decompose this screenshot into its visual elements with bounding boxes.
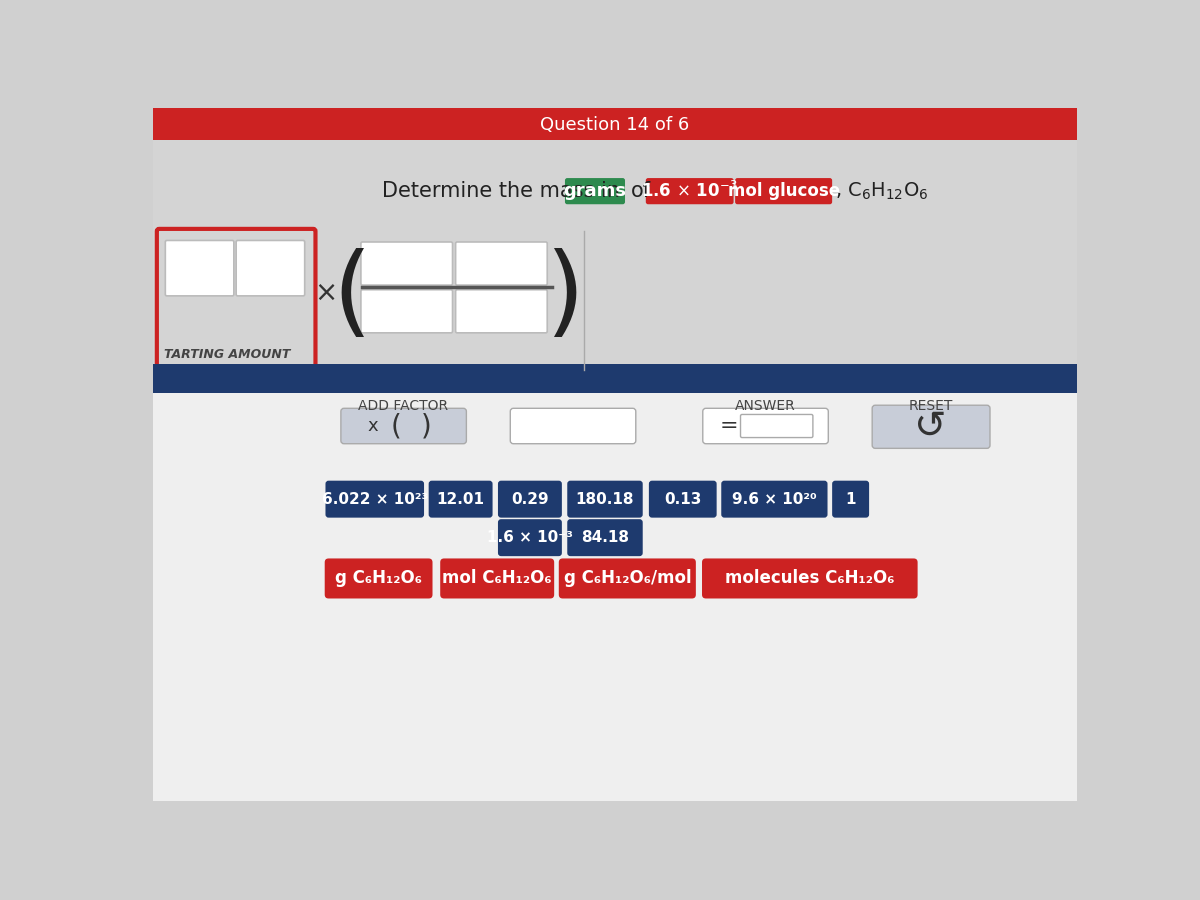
Text: x: x <box>367 417 378 435</box>
Text: 84.18: 84.18 <box>581 530 629 545</box>
Text: molecules C₆H₁₂O₆: molecules C₆H₁₂O₆ <box>725 570 894 588</box>
Text: ): ) <box>546 248 584 345</box>
FancyBboxPatch shape <box>166 240 234 296</box>
FancyBboxPatch shape <box>325 558 432 598</box>
FancyBboxPatch shape <box>341 409 467 444</box>
FancyBboxPatch shape <box>565 178 625 204</box>
Text: Determine the mass in: Determine the mass in <box>383 181 620 202</box>
FancyBboxPatch shape <box>498 481 562 518</box>
FancyBboxPatch shape <box>872 405 990 448</box>
Text: TARTING AMOUNT: TARTING AMOUNT <box>163 347 290 361</box>
FancyBboxPatch shape <box>154 364 1078 393</box>
FancyBboxPatch shape <box>510 409 636 444</box>
Text: ↺: ↺ <box>914 408 947 446</box>
Text: 1.6 × 10⁻³: 1.6 × 10⁻³ <box>487 530 572 545</box>
FancyBboxPatch shape <box>361 242 452 285</box>
Text: 0.29: 0.29 <box>511 491 548 507</box>
FancyBboxPatch shape <box>456 290 547 333</box>
Text: 1.6 $\times$ 10$^{-3}$: 1.6 $\times$ 10$^{-3}$ <box>642 181 738 202</box>
FancyBboxPatch shape <box>736 178 832 204</box>
Text: of: of <box>630 181 650 202</box>
Text: g C₆H₁₂O₆: g C₆H₁₂O₆ <box>335 570 422 588</box>
FancyBboxPatch shape <box>568 519 643 556</box>
FancyBboxPatch shape <box>154 108 1078 140</box>
FancyBboxPatch shape <box>428 481 492 518</box>
Text: RESET: RESET <box>908 399 953 413</box>
Text: 6.022 × 10²³: 6.022 × 10²³ <box>322 491 428 507</box>
Text: 0.13: 0.13 <box>664 491 702 507</box>
FancyBboxPatch shape <box>559 558 696 598</box>
FancyBboxPatch shape <box>236 240 305 296</box>
Text: g C₆H₁₂O₆/mol: g C₆H₁₂O₆/mol <box>564 570 691 588</box>
FancyBboxPatch shape <box>740 415 812 437</box>
Text: 180.18: 180.18 <box>576 491 635 507</box>
FancyBboxPatch shape <box>325 481 424 518</box>
Text: Question 14 of 6: Question 14 of 6 <box>540 116 690 134</box>
Text: ): ) <box>421 412 432 440</box>
Text: ANSWER: ANSWER <box>734 399 796 413</box>
FancyBboxPatch shape <box>703 409 828 444</box>
Text: ADD FACTOR: ADD FACTOR <box>358 399 449 413</box>
Text: mol glucose: mol glucose <box>727 182 840 200</box>
Text: 1: 1 <box>845 491 856 507</box>
Text: ×: × <box>314 279 338 307</box>
FancyBboxPatch shape <box>721 481 828 518</box>
FancyBboxPatch shape <box>440 558 554 598</box>
Text: 12.01: 12.01 <box>437 491 485 507</box>
Text: , C$_6$H$_{12}$O$_6$: , C$_6$H$_{12}$O$_6$ <box>835 181 929 202</box>
FancyBboxPatch shape <box>361 290 452 333</box>
FancyBboxPatch shape <box>157 229 316 368</box>
Text: =: = <box>720 416 738 436</box>
FancyBboxPatch shape <box>498 519 562 556</box>
Text: (: ( <box>390 412 401 440</box>
FancyBboxPatch shape <box>154 393 1078 801</box>
Text: 9.6 × 10²⁰: 9.6 × 10²⁰ <box>732 491 817 507</box>
FancyBboxPatch shape <box>568 481 643 518</box>
FancyBboxPatch shape <box>702 558 918 598</box>
FancyBboxPatch shape <box>154 140 1078 470</box>
FancyBboxPatch shape <box>646 178 733 204</box>
Text: mol C₆H₁₂O₆: mol C₆H₁₂O₆ <box>443 570 552 588</box>
Text: grams: grams <box>564 182 626 200</box>
FancyBboxPatch shape <box>832 481 869 518</box>
FancyBboxPatch shape <box>456 242 547 285</box>
Text: (: ( <box>332 248 371 345</box>
FancyBboxPatch shape <box>649 481 716 518</box>
